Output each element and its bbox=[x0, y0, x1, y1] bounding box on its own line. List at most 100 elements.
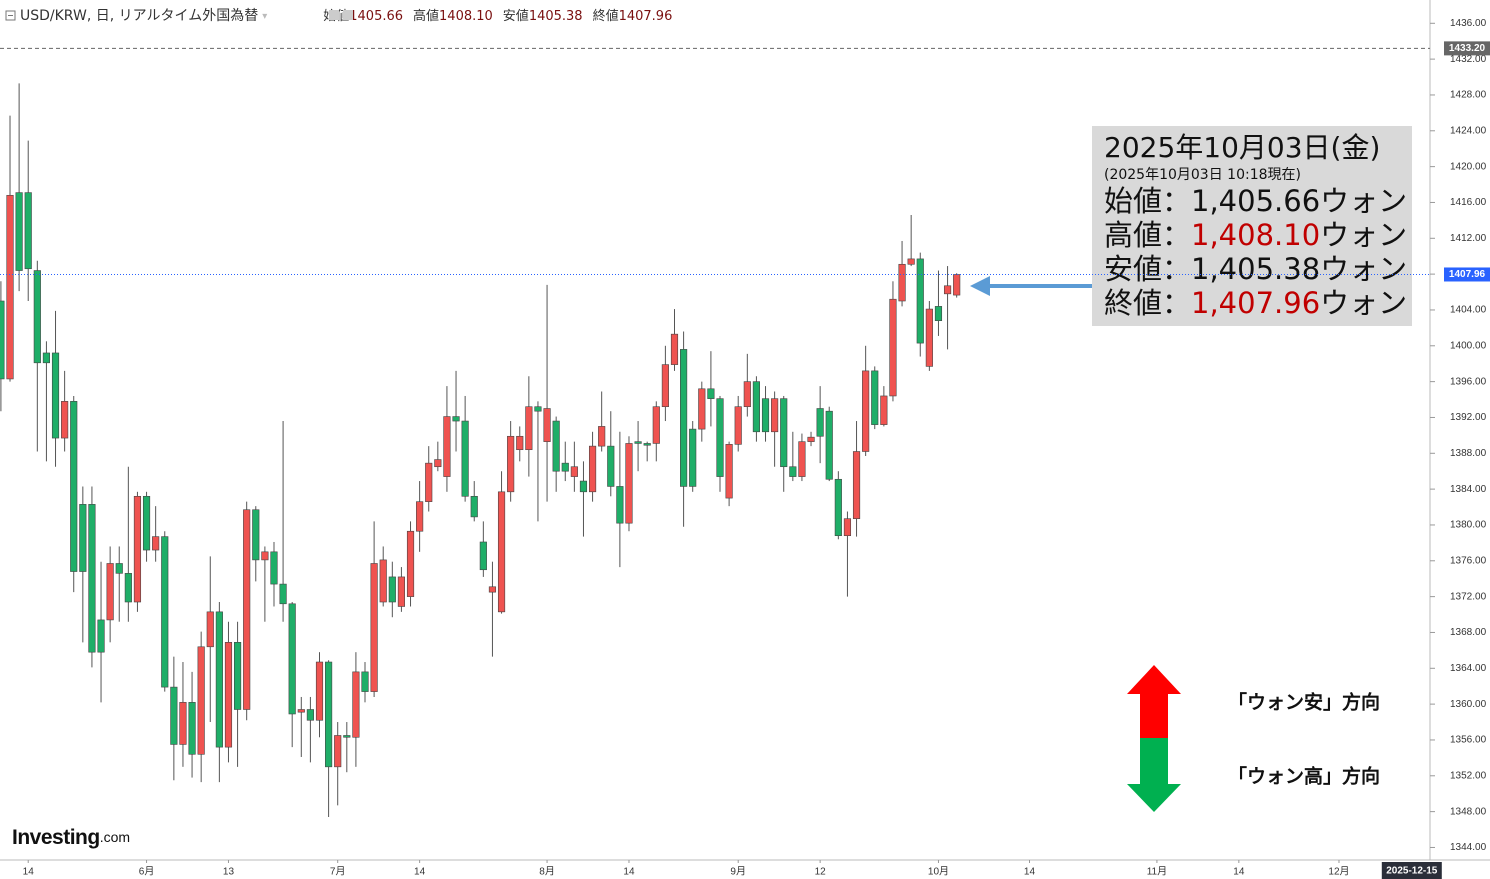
candle-body bbox=[379, 559, 387, 603]
info-box-bg bbox=[1092, 126, 1412, 326]
candle-body bbox=[643, 443, 651, 446]
candle-body bbox=[479, 541, 487, 571]
candle-body bbox=[871, 370, 879, 425]
x-tick-label: 14 bbox=[1024, 867, 1036, 878]
candle-body bbox=[852, 451, 861, 519]
candle-body bbox=[670, 333, 679, 365]
candle-body bbox=[588, 445, 597, 493]
x-tick-label: 11月 bbox=[1147, 866, 1167, 878]
candle-body bbox=[416, 501, 424, 532]
candle-body bbox=[224, 642, 233, 748]
y-tick-label: 1364.00 bbox=[1450, 663, 1487, 674]
candle-body bbox=[170, 686, 178, 745]
candle-body bbox=[425, 462, 433, 502]
candle-body bbox=[798, 441, 806, 477]
candle-body bbox=[652, 406, 660, 444]
header-spacer: ▾ bbox=[262, 11, 267, 22]
candle-body bbox=[825, 410, 833, 480]
candle-body bbox=[534, 406, 542, 412]
candle-body bbox=[525, 406, 533, 451]
info-line-value: 1,405.38 bbox=[1191, 252, 1320, 286]
candle-body bbox=[233, 642, 242, 710]
candle-body bbox=[370, 563, 378, 692]
candle-body bbox=[461, 420, 469, 497]
candle-body bbox=[834, 478, 842, 537]
candle-body bbox=[288, 603, 296, 715]
candle-body bbox=[497, 491, 506, 613]
logo-suffix: .com bbox=[100, 829, 130, 845]
candle-body bbox=[880, 395, 888, 425]
candle-body bbox=[707, 388, 715, 399]
candle-body bbox=[771, 398, 779, 433]
candle-body bbox=[698, 388, 706, 430]
candle-body bbox=[206, 611, 214, 648]
candle-body bbox=[943, 285, 952, 295]
candle-body bbox=[843, 518, 852, 537]
x-tick-label: 12月 bbox=[1328, 866, 1349, 878]
pointer-arrow bbox=[970, 276, 1092, 296]
logo: Investing.com bbox=[12, 826, 130, 849]
candle-body bbox=[179, 702, 187, 745]
candle-body bbox=[716, 398, 724, 477]
candle-body bbox=[152, 536, 160, 551]
info-line-label: 終値： bbox=[1104, 286, 1191, 320]
y-tick-label: 1380.00 bbox=[1450, 520, 1487, 531]
y-tick-label: 1436.00 bbox=[1450, 18, 1487, 29]
y-tick-label: 1404.00 bbox=[1450, 305, 1487, 316]
candle-body bbox=[261, 551, 269, 561]
y-tick-label: 1384.00 bbox=[1450, 484, 1487, 495]
x-tick-label: 8月 bbox=[539, 866, 555, 878]
candle-body bbox=[115, 563, 123, 574]
header-text: USD/KRW, 日, リアルタイム外国為替▾始値1405.66高値1408.1… bbox=[20, 8, 672, 25]
candle-body bbox=[361, 671, 369, 692]
candle-body bbox=[279, 583, 287, 605]
info-line: 始値：1,405.66ウォン bbox=[1104, 184, 1407, 218]
y-tick-label: 1432.00 bbox=[1450, 54, 1487, 65]
header-symbol: USD/KRW, 日, リアルタイム外国為替 bbox=[20, 8, 258, 24]
candle-body bbox=[325, 661, 333, 768]
candle-body bbox=[570, 466, 578, 477]
y-tick-label: 1412.00 bbox=[1450, 233, 1487, 244]
candle-body bbox=[24, 192, 32, 270]
candle-body bbox=[743, 381, 751, 408]
price-label: 1433.20 bbox=[1449, 43, 1486, 54]
y-tick-label: 1392.00 bbox=[1450, 412, 1487, 423]
x-tick-label: 9月 bbox=[730, 866, 746, 878]
info-title: 2025年10月03日(金) bbox=[1104, 131, 1380, 164]
candle-body bbox=[306, 709, 314, 721]
candle-body bbox=[51, 352, 60, 439]
candle-body bbox=[661, 364, 669, 408]
info-line-value: 1,408.10 bbox=[1191, 218, 1320, 252]
x-tick-label: 14 bbox=[1233, 867, 1245, 878]
header-ohlc-value: 1408.10 bbox=[439, 9, 493, 24]
collapse-icon[interactable] bbox=[5, 10, 16, 21]
candle-body bbox=[15, 192, 23, 271]
candle-body bbox=[352, 671, 360, 738]
candle-body bbox=[816, 408, 824, 437]
candle-body bbox=[434, 459, 442, 468]
y-tick-label: 1352.00 bbox=[1450, 770, 1487, 781]
y-tick-label: 1368.00 bbox=[1450, 627, 1487, 638]
candle-body bbox=[124, 573, 132, 603]
candle-body bbox=[161, 536, 169, 688]
candle-body bbox=[953, 274, 961, 296]
y-tick-label: 1348.00 bbox=[1450, 806, 1487, 817]
candle-body bbox=[862, 370, 870, 452]
x-marker-label: 2025-12-15 bbox=[1386, 866, 1438, 877]
annotation-up: 「ウォン安」方向 bbox=[1228, 691, 1380, 714]
y-tick-label: 1416.00 bbox=[1450, 197, 1487, 208]
plot bbox=[0, 47, 1430, 817]
candle-body bbox=[243, 509, 251, 710]
annotation-down: 「ウォン高」方向 bbox=[1228, 765, 1380, 788]
candle-body bbox=[42, 352, 50, 364]
header-ohlc-value: 1407.96 bbox=[619, 9, 673, 24]
candle-body bbox=[188, 702, 196, 755]
price-label-box bbox=[1444, 267, 1490, 282]
x-tick-label: 14 bbox=[23, 867, 35, 878]
candle-body bbox=[215, 611, 223, 748]
header-ohlc-label: 終値 bbox=[593, 8, 619, 24]
header-ohlc-label: 高値 bbox=[413, 8, 439, 24]
info-line-value: 1,405.66 bbox=[1191, 184, 1320, 218]
candle-body bbox=[0, 300, 5, 380]
x-tick-label: 7月 bbox=[330, 866, 346, 878]
